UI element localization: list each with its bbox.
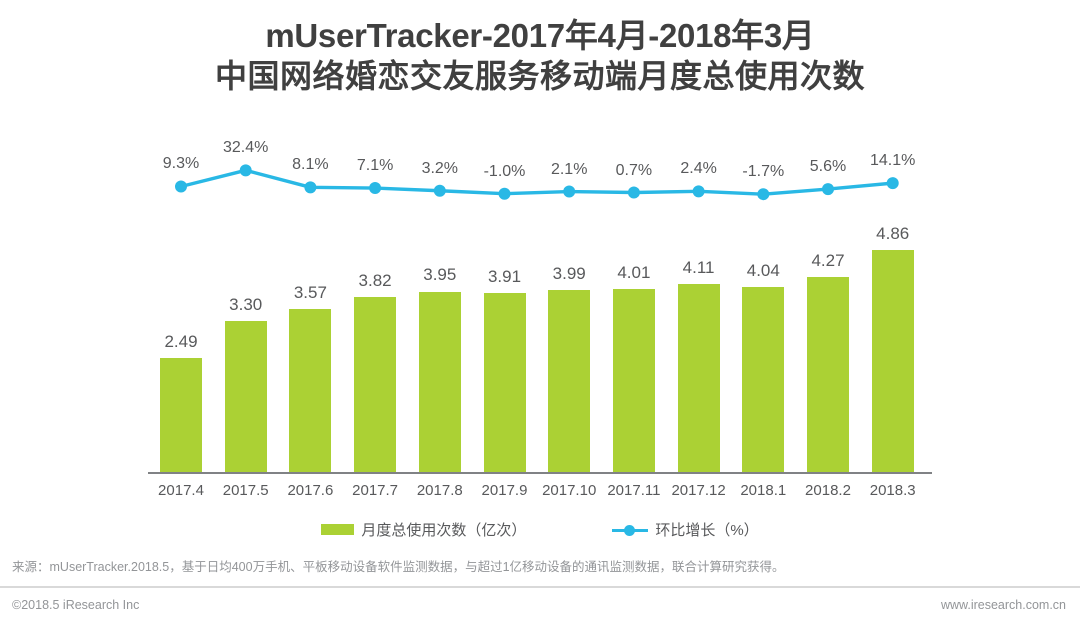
bar-2017.6	[289, 308, 332, 472]
growth-point-2017.7	[369, 182, 382, 195]
bar-value-label-2018.2: 4.27	[811, 250, 845, 270]
bar-value-label-2017.8: 3.95	[423, 265, 457, 285]
growth-label-2017.10: 2.1%	[550, 160, 588, 178]
growth-point-2017.4	[175, 180, 187, 193]
x-axis-label-2017.10: 2017.10	[542, 482, 597, 499]
x-axis-label-2017.5: 2017.5	[222, 482, 269, 499]
growth-point-2017.8	[433, 184, 446, 197]
bar-2018.2	[807, 276, 849, 472]
growth-label-2018.1: -1.7%	[742, 163, 785, 181]
chart-legend: 月度总使用次数（亿次） 环比增长（%）	[0, 519, 1080, 540]
page-title: mUserTracker-2017年4月-2018年3月 中国网络婚恋交友服务移…	[0, 16, 1080, 96]
footer-divider	[0, 586, 1080, 588]
bar-series-swatch-icon	[321, 524, 355, 535]
growth-label-2017.5: 32.4%	[223, 139, 269, 157]
title-line-1: mUserTracker-2017年4月-2018年3月	[265, 17, 815, 54]
legend-label-bar: 月度总使用次数（亿次）	[361, 522, 527, 539]
x-axis-label-2017.7: 2017.7	[352, 482, 399, 499]
line-series-swatch-icon	[612, 524, 649, 536]
growth-polyline	[179, 168, 895, 196]
growth-label-2017.6: 8.1%	[292, 156, 329, 174]
growth-point-2017.9	[498, 187, 511, 200]
x-axis-label-2017.12: 2017.12	[671, 482, 726, 499]
bar-value-label-2017.9: 3.91	[487, 267, 522, 287]
footer-website: www.iresearch.com.cn	[940, 598, 1066, 612]
bar-value-label-2017.5: 3.30	[229, 295, 263, 315]
bar-2018.1	[742, 287, 785, 472]
x-axis-label-2018.1: 2018.1	[740, 482, 787, 499]
x-axis-label-2017.4: 2017.4	[158, 482, 204, 499]
growth-point-2018.3	[886, 177, 899, 190]
bar-value-label-2017.7: 3.82	[358, 271, 392, 291]
x-axis-label-2018.2: 2018.2	[805, 482, 851, 499]
x-axis-label-2017.6: 2017.6	[287, 482, 334, 499]
growth-label-2018.3: 14.1%	[870, 152, 916, 170]
bar-2017.5	[224, 321, 267, 472]
bar-2017.12	[677, 284, 720, 472]
x-axis-label-2017.11: 2017.11	[607, 482, 661, 499]
growth-label-2017.8: 3.2%	[421, 159, 459, 177]
growth-point-2018.1	[757, 188, 770, 201]
bar-2018.3	[871, 249, 914, 472]
growth-label-2017.11: 0.7%	[615, 161, 653, 179]
bar-2017.11	[612, 288, 655, 472]
growth-label-2017.7: 7.1%	[356, 157, 394, 175]
legend-item-bar[interactable]: 月度总使用次数（亿次）	[321, 519, 526, 540]
growth-point-2018.2	[822, 183, 834, 196]
growth-point-2017.5	[239, 164, 252, 177]
growth-label-2017.9: -1.0%	[483, 162, 526, 180]
bar-2017.4	[160, 358, 202, 472]
x-axis-line	[148, 472, 932, 474]
footer-copyright: ©2018.5 iResearch Inc	[12, 598, 140, 612]
bar-value-label-2017.12: 4.11	[682, 258, 715, 278]
growth-point-2017.6	[304, 181, 317, 194]
x-axis-label-2017.9: 2017.9	[481, 482, 528, 499]
legend-label-line: 环比增长（%）	[655, 522, 759, 539]
x-axis-label-2018.3: 2018.3	[869, 482, 916, 499]
growth-label-2017.4: 9.3%	[162, 155, 200, 173]
bar-2017.9	[483, 293, 526, 472]
bar-value-label-2017.6: 3.57	[293, 282, 327, 302]
bar-value-label-2017.11: 4.01	[617, 262, 651, 282]
bar-2017.10	[548, 289, 591, 472]
bar-2017.7	[354, 297, 397, 472]
x-axis-label-2017.8: 2017.8	[416, 482, 463, 499]
bar-value-label-2018.1: 4.04	[746, 261, 780, 281]
growth-point-2017.10	[563, 185, 576, 198]
legend-item-line[interactable]: 环比增长（%）	[612, 519, 759, 540]
bar-2017.8	[418, 291, 461, 472]
growth-label-2018.2: 5.6%	[809, 158, 847, 176]
title-line-2: 中国网络婚恋交友服务移动端月度总使用次数	[214, 58, 865, 94]
growth-label-2017.12: 2.4%	[680, 160, 717, 178]
source-note: 来源：mUserTracker.2018.5，基于日均400万手机、平板移动设备…	[12, 560, 785, 574]
bar-value-label-2017.10: 3.99	[552, 263, 586, 283]
bar-value-label-2018.3: 4.86	[876, 223, 910, 243]
growth-point-2017.11	[627, 186, 640, 199]
bar-value-label-2017.4: 2.49	[164, 332, 198, 352]
growth-point-2017.12	[692, 185, 705, 198]
